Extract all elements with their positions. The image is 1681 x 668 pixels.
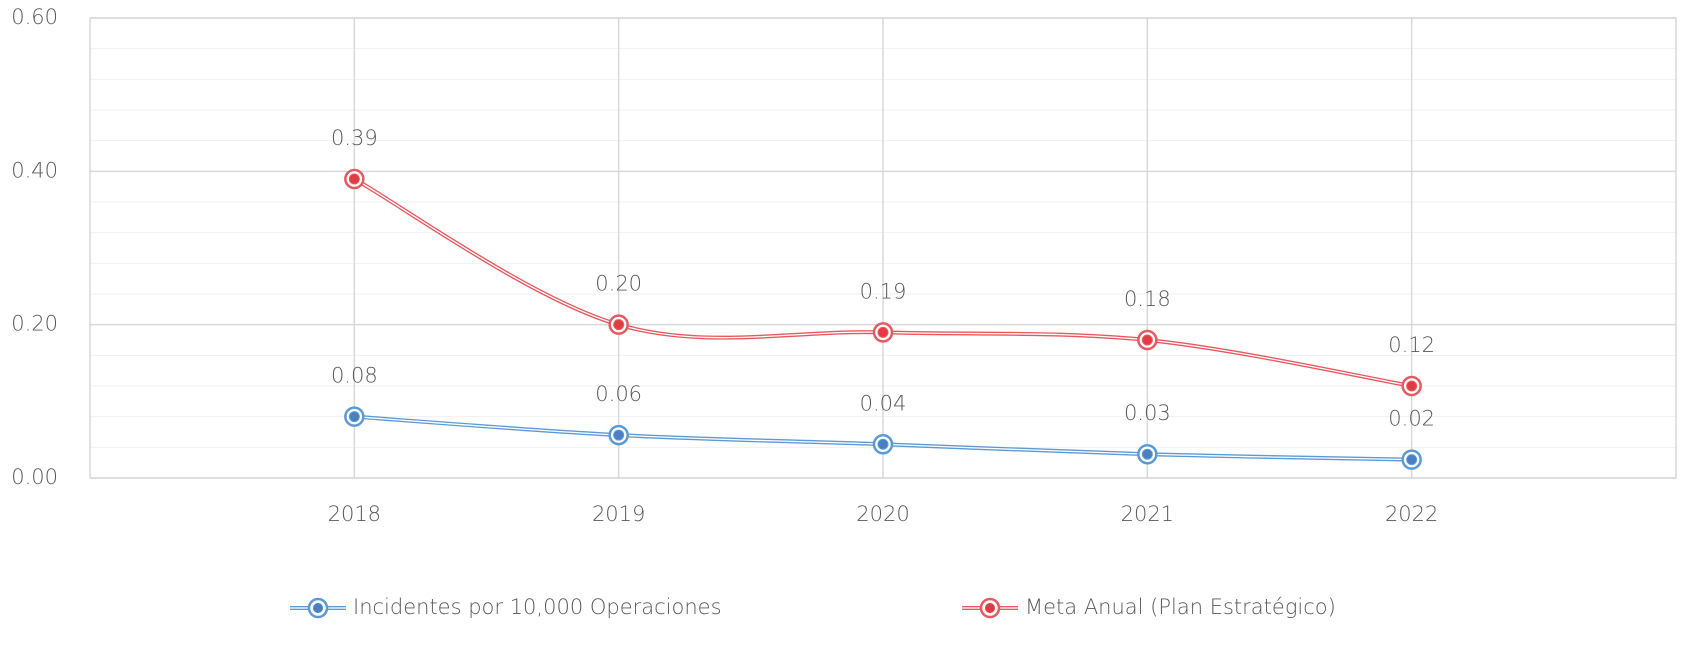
marker-core [1406,380,1418,392]
legend-marker-core [313,603,323,613]
marker-core [348,173,360,185]
data-label: 0.04 [860,391,907,415]
data-label: 0.20 [595,272,642,296]
x-tick-label: 2018 [328,502,381,526]
marker-core [613,429,625,441]
legend-label: Incidentes por 10,000 Operaciones [353,595,722,619]
data-label: 0.08 [331,364,378,388]
data-label: 0.02 [1388,407,1435,431]
marker-core [613,319,625,331]
x-tick-label: 2020 [856,502,909,526]
legend-label: Meta Anual (Plan Estratégico) [1025,595,1336,619]
data-label: 0.18 [1124,287,1171,311]
marker-core [877,438,889,450]
legend-marker-core [985,603,995,613]
data-label: 0.06 [595,382,642,406]
marker-core [877,326,889,338]
x-tick-label: 2021 [1121,502,1174,526]
marker-core [1141,448,1153,460]
data-label: 0.12 [1388,333,1435,357]
marker-core [1141,334,1153,346]
y-tick-label: 0.00 [11,465,58,489]
data-label: 0.39 [331,126,378,150]
x-tick-label: 2019 [592,502,645,526]
y-tick-label: 0.60 [11,5,58,29]
plot-border [89,17,1677,479]
y-tick-label: 0.20 [11,312,58,336]
x-tick-label: 2022 [1385,502,1438,526]
data-label: 0.03 [1124,401,1171,425]
y-tick-label: 0.40 [11,158,58,182]
marker-core [348,411,360,423]
marker-core [1406,454,1418,466]
data-label: 0.19 [860,279,907,303]
